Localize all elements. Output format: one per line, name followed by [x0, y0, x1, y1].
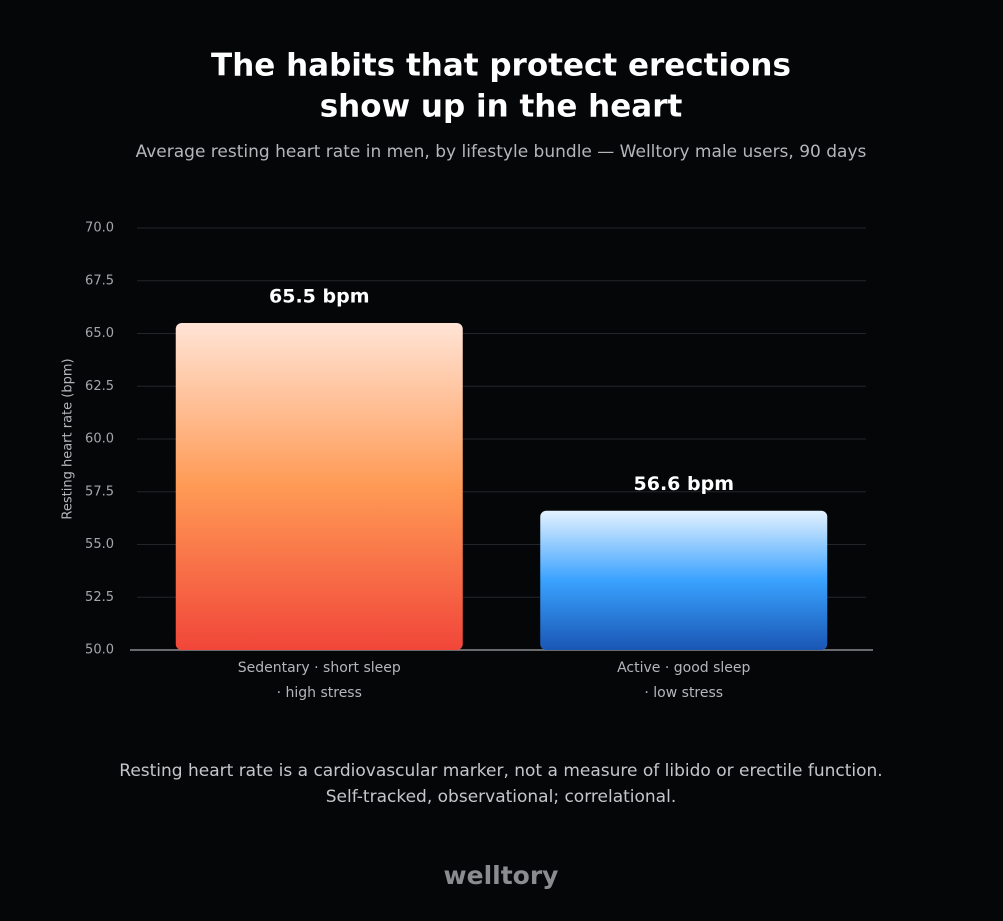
y-tick-label: 60.0: [85, 432, 114, 447]
note: Self-tracked, observational; correlation…: [326, 787, 676, 807]
y-tick-label: 52.5: [85, 590, 114, 605]
x-tick-label: Sedentary · short sleep: [238, 660, 401, 676]
x-tick-label: · high stress: [277, 685, 362, 701]
x-tick-label: Active · good sleep: [617, 660, 750, 676]
y-tick-label: 50.0: [85, 643, 114, 658]
y-tick-label: 65.0: [85, 326, 114, 341]
bar: [175, 322, 463, 650]
value-label: 56.6 bpm: [634, 473, 735, 495]
x-tick-label: · low stress: [644, 685, 723, 701]
brand: welltory: [444, 861, 559, 890]
chart-title: show up in the heart: [320, 89, 683, 125]
y-tick-label: 57.5: [85, 484, 114, 499]
chart-subtitle: Average resting heart rate in men, by li…: [136, 142, 867, 162]
value-label: 65.5 bpm: [269, 285, 370, 307]
y-tick-label: 70.0: [85, 221, 114, 236]
y-tick-label: 67.5: [85, 273, 114, 288]
chart-title: The habits that protect erections: [211, 48, 791, 84]
bar: [540, 510, 828, 650]
note: Resting heart rate is a cardiovascular m…: [119, 761, 882, 781]
y-tick-label: 62.5: [85, 379, 114, 394]
y-axis-label: Resting heart rate (bpm): [61, 358, 76, 519]
y-tick-label: 55.0: [85, 537, 114, 552]
